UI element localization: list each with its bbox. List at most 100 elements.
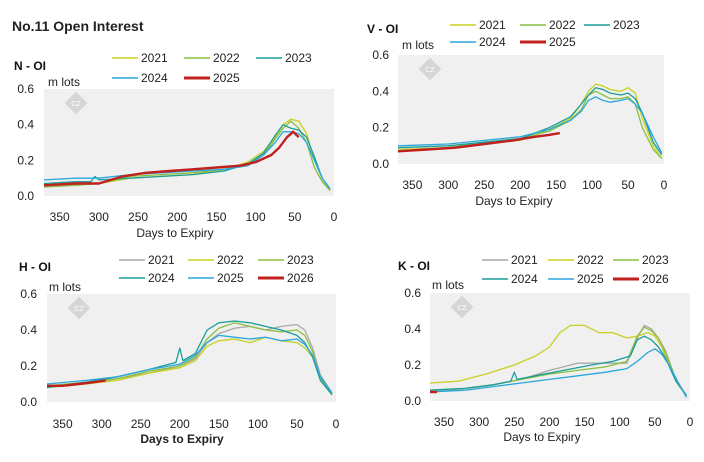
y-axis-unit-label: m lots [432, 278, 464, 292]
x-tick-label: 200 [170, 417, 190, 431]
watermark-logo [64, 91, 88, 115]
x-axis-label: Days to Expiry [136, 226, 213, 240]
x-tick-label: 50 [621, 178, 635, 192]
series-line-2024 [397, 96, 663, 154]
x-tick-label: 350 [50, 210, 70, 224]
x-tick-label: 50 [648, 415, 662, 429]
legend-label-2023: 2023 [613, 18, 640, 32]
chart-title: K - OI [398, 259, 430, 273]
watermark-text: CZ [425, 67, 435, 74]
y-tick-label: 0.2 [20, 359, 37, 373]
x-tick-label: 150 [575, 415, 595, 429]
plot-area [430, 293, 690, 401]
series-line-2022 [46, 336, 333, 396]
y-tick-label: 0.6 [17, 82, 34, 96]
y-tick-label: 0.4 [404, 322, 421, 336]
legend-label-2024: 2024 [148, 271, 175, 285]
chart-title: H - OI [19, 260, 51, 274]
legend-label-2023: 2023 [642, 253, 669, 267]
y-tick-label: 0.0 [17, 189, 34, 203]
x-tick-label: 200 [510, 178, 530, 192]
y-tick-label: 0.2 [17, 153, 34, 167]
legend-label-2022: 2022 [549, 18, 576, 32]
x-tick-label: 100 [582, 178, 602, 192]
watermark-text: CZ [457, 305, 467, 312]
x-tick-label: 250 [504, 415, 524, 429]
x-axis-label: Days to Expiry [475, 194, 552, 208]
x-tick-label: 150 [546, 178, 566, 192]
x-tick-label: 150 [206, 210, 226, 224]
legend-label-2024: 2024 [141, 71, 168, 85]
chart-panel-4: CZ K - OIm lots 0.0 0.2 0.4 0.6 350 300 250 200 15… [398, 253, 694, 444]
watermark-text: CZ [74, 306, 84, 313]
x-axis-label: Days to Expiry [503, 430, 580, 444]
legend-label-2025: 2025 [217, 271, 244, 285]
legend-label-2021: 2021 [141, 51, 168, 65]
chart-title: V - OI [367, 22, 398, 36]
x-tick-label: 0 [333, 417, 340, 431]
x-tick-label: 250 [474, 178, 494, 192]
x-tick-label: 50 [288, 210, 302, 224]
series-line-2024 [429, 335, 688, 396]
y-tick-label: 0.0 [20, 395, 37, 409]
x-tick-label: 150 [209, 417, 229, 431]
legend-label-2024: 2024 [511, 272, 538, 286]
legend-label-2025: 2025 [577, 272, 604, 286]
y-tick-label: 0.6 [20, 287, 37, 301]
x-tick-label: 250 [128, 210, 148, 224]
x-tick-label: 350 [434, 415, 454, 429]
chart-title: N - OI [14, 59, 46, 73]
legend-label-2022: 2022 [217, 253, 244, 267]
x-tick-label: 0 [661, 178, 668, 192]
legend-label-2026: 2026 [642, 272, 669, 286]
legend-label-2021: 2021 [511, 253, 538, 267]
watermark-logo [450, 295, 474, 319]
watermark-logo [67, 296, 91, 320]
y-axis-unit-label: m lots [48, 75, 80, 89]
y-tick-label: 0.4 [372, 84, 389, 98]
x-tick-label: 100 [610, 415, 630, 429]
chart-panel-3: CZ H - OI m lots 0.0 0.2 0.4 0.6 350 300 250 200 15… [19, 253, 340, 446]
legend-label-2023: 2023 [285, 51, 312, 65]
series-line-2025 [397, 131, 560, 153]
x-tick-label: 200 [539, 415, 559, 429]
legend-label-2021: 2021 [479, 18, 506, 32]
y-tick-label: 0.4 [17, 118, 34, 132]
x-axis-label: Days to Expiry [140, 432, 224, 446]
x-tick-label: 350 [402, 178, 422, 192]
y-tick-label: 0.4 [20, 323, 37, 337]
x-tick-label: 100 [248, 417, 268, 431]
legend-label-2022: 2022 [213, 51, 240, 65]
x-tick-label: 0 [687, 415, 694, 429]
legend-label-2026: 2026 [287, 271, 314, 285]
x-tick-label: 50 [290, 417, 304, 431]
y-axis-unit-label: m lots [49, 280, 81, 294]
y-tick-label: 0.0 [372, 157, 389, 171]
series-line-2023 [46, 322, 333, 396]
y-tick-label: 0.2 [372, 121, 389, 135]
x-tick-label: 300 [438, 178, 458, 192]
plot-area [44, 89, 334, 196]
y-tick-label: 0.6 [404, 286, 421, 300]
x-tick-label: 250 [131, 417, 151, 431]
y-axis-unit-label: m lots [402, 38, 434, 52]
y-tick-label: 0.2 [404, 358, 421, 372]
plot-area [47, 294, 336, 402]
series-line-2022 [429, 324, 688, 396]
x-tick-label: 300 [92, 417, 112, 431]
series-line-2025 [46, 334, 333, 394]
legend-label-2022: 2022 [577, 253, 604, 267]
legend-label-2023: 2023 [287, 253, 314, 267]
y-tick-label: 0.0 [404, 394, 421, 408]
legend-label-2024: 2024 [479, 35, 506, 49]
series-line-2025 [429, 348, 688, 398]
legend-label-2025: 2025 [213, 71, 240, 85]
series-line-2024 [43, 131, 331, 190]
legend-label-2025: 2025 [549, 35, 576, 49]
chart-panel-1: CZ N - OIm lots 0.0 0.2 0.4 0.6 350 300 250 200 15… [14, 51, 338, 240]
page-title: No.11 Open Interest [12, 18, 144, 34]
chart-panel-2: CZ V - OI m lots 0.0 0.2 0.4 0.6 350 300 250 200 15… [367, 18, 668, 208]
x-tick-label: 0 [331, 210, 338, 224]
series-line-2026 [47, 379, 106, 387]
